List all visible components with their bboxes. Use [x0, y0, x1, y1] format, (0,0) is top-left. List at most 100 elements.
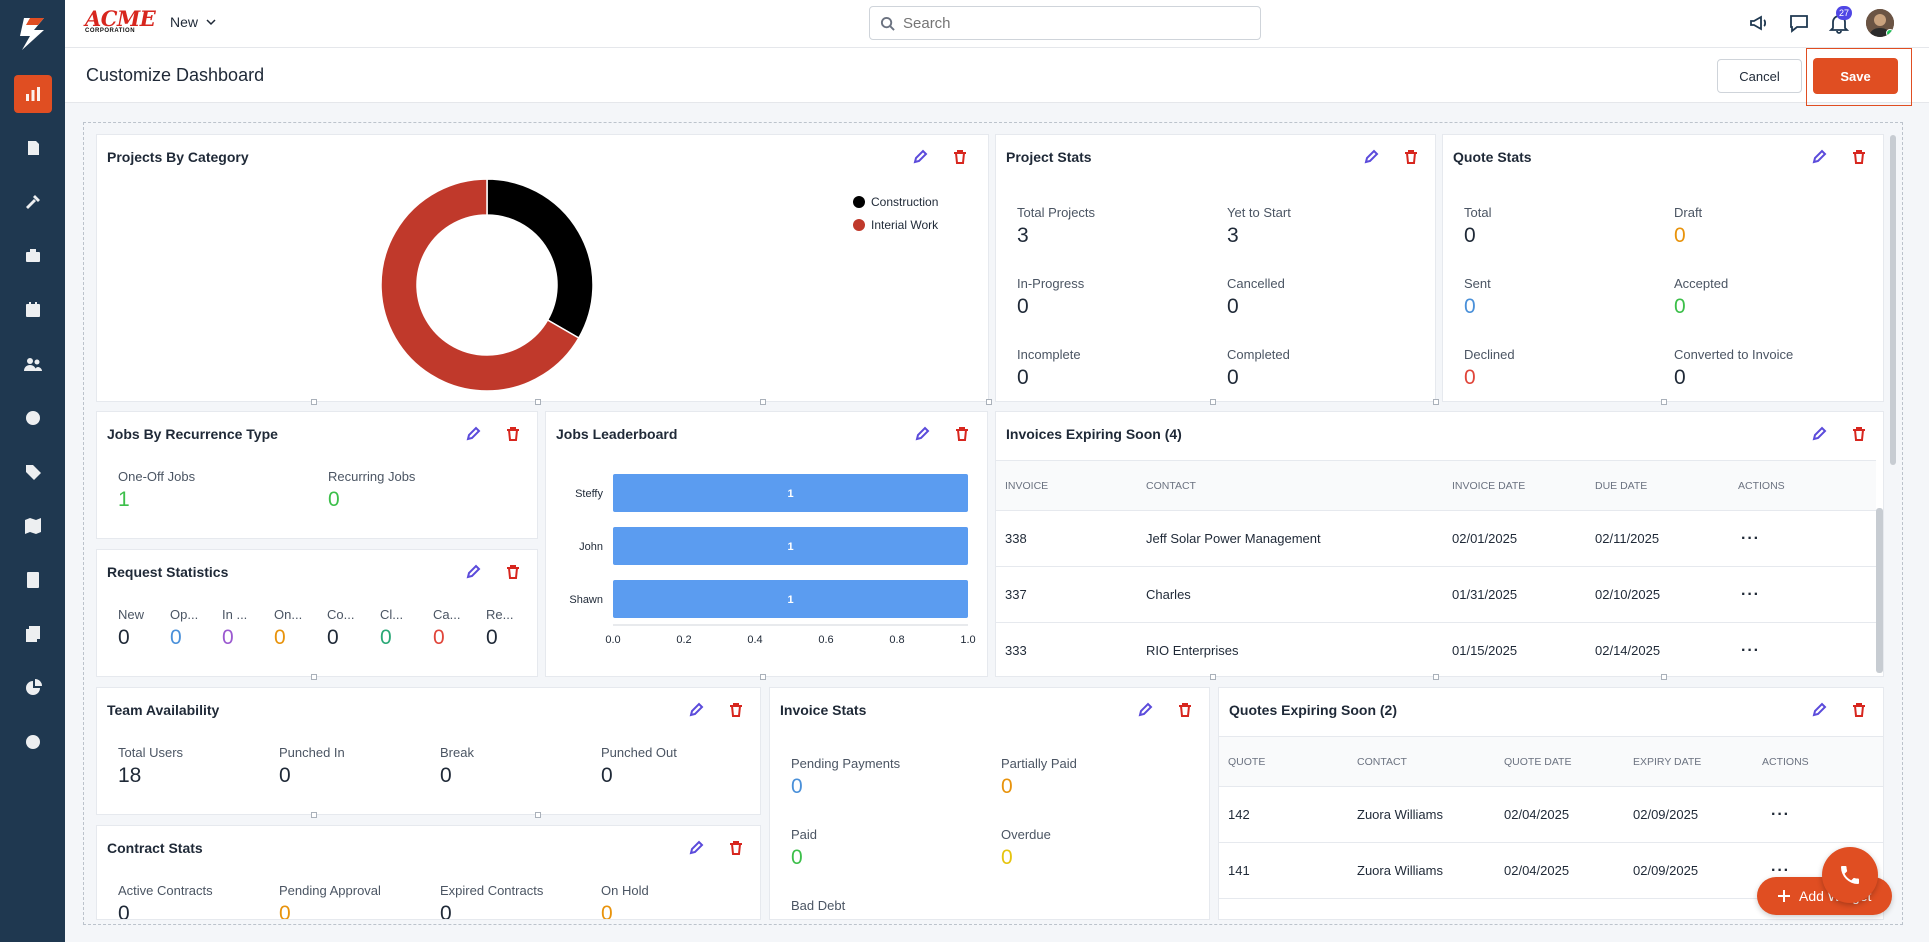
- more-actions-icon[interactable]: ···: [1771, 805, 1790, 823]
- donut-slice-interial-work[interactable]: [380, 178, 580, 392]
- sidebar-item-tools[interactable]: [14, 183, 52, 221]
- save-button[interactable]: Save: [1813, 58, 1898, 94]
- delete-widget-button[interactable]: [1177, 702, 1193, 718]
- resize-handle[interactable]: [311, 812, 317, 818]
- widget-quote-stats[interactable]: Quote Stats Total 0 Draft 0 Sent 0 Accepted…: [1442, 134, 1884, 402]
- briefcase-icon: [26, 249, 40, 262]
- legend-item[interactable]: Interial Work: [853, 218, 938, 232]
- bar-john[interactable]: [613, 527, 968, 565]
- scrollbar-thumb[interactable]: [1890, 135, 1896, 465]
- column-header[interactable]: DUE DATE: [1586, 460, 1729, 511]
- chat-button[interactable]: [1788, 12, 1810, 34]
- edit-widget-button[interactable]: [465, 564, 481, 580]
- resize-handle[interactable]: [1433, 399, 1439, 405]
- more-actions-icon[interactable]: ···: [1741, 641, 1760, 659]
- delete-widget-button[interactable]: [505, 564, 521, 580]
- new-dropdown[interactable]: New: [170, 14, 216, 30]
- widget-jobs-leaderboard[interactable]: Jobs Leaderboard Steffy 1 John 1 Shawn 1 0.0 0.…: [545, 411, 988, 677]
- resize-handle[interactable]: [760, 399, 766, 405]
- app-logo-icon[interactable]: [14, 14, 52, 52]
- more-actions-icon[interactable]: ···: [1741, 529, 1760, 547]
- announcement-button[interactable]: [1748, 12, 1770, 34]
- widget-title: Contract Stats: [107, 840, 203, 856]
- sidebar-item-users[interactable]: [14, 345, 52, 383]
- resize-handle[interactable]: [535, 812, 541, 818]
- category-label: Steffy: [575, 488, 603, 500]
- bar-shawn[interactable]: [613, 580, 968, 618]
- search-box[interactable]: [869, 6, 1261, 40]
- cancel-button[interactable]: Cancel: [1717, 59, 1802, 93]
- edit-widget-button[interactable]: [1811, 149, 1827, 165]
- edit-widget-button[interactable]: [914, 426, 930, 442]
- column-header[interactable]: INVOICE DATE: [1443, 460, 1586, 511]
- column-header[interactable]: INVOICE: [996, 460, 1137, 511]
- sidebar-item-settings[interactable]: [14, 723, 52, 761]
- widget-request-statistics[interactable]: Request Statistics New 0 Op... 0 In ... 0 O…: [96, 549, 538, 677]
- table-row[interactable]: 333 RIO Enterprises 01/15/2025 02/14/202…: [996, 622, 1876, 676]
- widget-invoices-expiring[interactable]: Invoices Expiring Soon (4) INVOICE CONTA…: [995, 411, 1884, 677]
- bar-steffy[interactable]: [613, 474, 968, 512]
- sidebar-item-invoices[interactable]: [14, 561, 52, 599]
- sidebar-item-projects[interactable]: [14, 129, 52, 167]
- sidebar-item-calendar[interactable]: [14, 291, 52, 329]
- table-scrollbar[interactable]: [1876, 508, 1883, 673]
- delete-widget-button[interactable]: [728, 702, 744, 718]
- delete-widget-button[interactable]: [952, 149, 968, 165]
- delete-widget-button[interactable]: [1403, 149, 1419, 165]
- invoices-table: INVOICE CONTACT INVOICE DATE DUE DATE AC…: [996, 460, 1876, 676]
- sidebar-item-dashboard[interactable]: [14, 75, 52, 113]
- sidebar-item-pricing[interactable]: [14, 453, 52, 491]
- delete-widget-button[interactable]: [505, 426, 521, 442]
- edit-widget-button[interactable]: [688, 840, 704, 856]
- edit-widget-button[interactable]: [1811, 426, 1827, 442]
- resize-handle[interactable]: [760, 674, 766, 680]
- more-actions-icon[interactable]: ···: [1771, 861, 1790, 879]
- resize-handle[interactable]: [535, 399, 541, 405]
- column-header[interactable]: QUOTE DATE: [1495, 736, 1624, 787]
- table-row[interactable]: 338 Jeff Solar Power Management 02/01/20…: [996, 510, 1876, 567]
- table-row[interactable]: 337 Charles 01/31/2025 02/10/2025 ···: [996, 566, 1876, 623]
- edit-widget-button[interactable]: [465, 426, 481, 442]
- more-actions-icon[interactable]: ···: [1741, 585, 1760, 603]
- resize-handle[interactable]: [1433, 674, 1439, 680]
- widget-project-stats[interactable]: Project Stats Total Projects 3 Yet to Sta…: [995, 134, 1436, 402]
- delete-widget-button[interactable]: [728, 840, 744, 856]
- resize-handle[interactable]: [311, 674, 317, 680]
- sidebar-item-map[interactable]: [14, 507, 52, 545]
- widget-team-availability[interactable]: Team Availability Total Users 18 Punched …: [96, 687, 761, 815]
- edit-widget-button[interactable]: [1137, 702, 1153, 718]
- widget-jobs-by-recurrence[interactable]: Jobs By Recurrence Type One-Off Jobs 1 Re…: [96, 411, 538, 539]
- sidebar-item-reports[interactable]: [14, 669, 52, 707]
- sidebar-item-documents[interactable]: [14, 615, 52, 653]
- call-button[interactable]: [1822, 847, 1878, 903]
- resize-handle[interactable]: [1661, 399, 1667, 405]
- column-header[interactable]: QUOTE: [1219, 736, 1348, 787]
- search-input[interactable]: [903, 14, 1243, 32]
- edit-widget-button[interactable]: [1811, 702, 1827, 718]
- column-header[interactable]: EXPIRY DATE: [1624, 736, 1753, 787]
- resize-handle[interactable]: [311, 399, 317, 405]
- sidebar-item-timesheet[interactable]: [14, 399, 52, 437]
- column-header[interactable]: CONTACT: [1348, 736, 1495, 787]
- table-row[interactable]: 142 Zuora Williams 02/04/2025 02/09/2025…: [1219, 786, 1883, 843]
- widget-contract-stats[interactable]: Contract Stats Active Contracts 0 Pending…: [96, 825, 761, 920]
- legend-item[interactable]: Construction: [853, 195, 938, 209]
- edit-widget-button[interactable]: [1363, 149, 1379, 165]
- brand-logo[interactable]: ACME CORPORATION: [85, 8, 156, 38]
- resize-handle[interactable]: [1210, 399, 1216, 405]
- delete-widget-button[interactable]: [1851, 426, 1867, 442]
- widget-projects-by-category[interactable]: Projects By Category Construction Interia…: [96, 134, 989, 402]
- resize-handle[interactable]: [986, 399, 992, 405]
- donut-slice-construction[interactable]: [486, 178, 594, 340]
- column-header[interactable]: CONTACT: [1137, 460, 1443, 511]
- avatar[interactable]: [1866, 9, 1894, 37]
- delete-widget-button[interactable]: [954, 426, 970, 442]
- resize-handle[interactable]: [1210, 674, 1216, 680]
- sidebar-item-jobs[interactable]: [14, 237, 52, 275]
- widget-invoice-stats[interactable]: Invoice Stats Pending Payments 0 Partiall…: [769, 687, 1210, 920]
- resize-handle[interactable]: [1661, 674, 1667, 680]
- edit-widget-button[interactable]: [912, 149, 928, 165]
- delete-widget-button[interactable]: [1851, 702, 1867, 718]
- edit-widget-button[interactable]: [688, 702, 704, 718]
- delete-widget-button[interactable]: [1851, 149, 1867, 165]
